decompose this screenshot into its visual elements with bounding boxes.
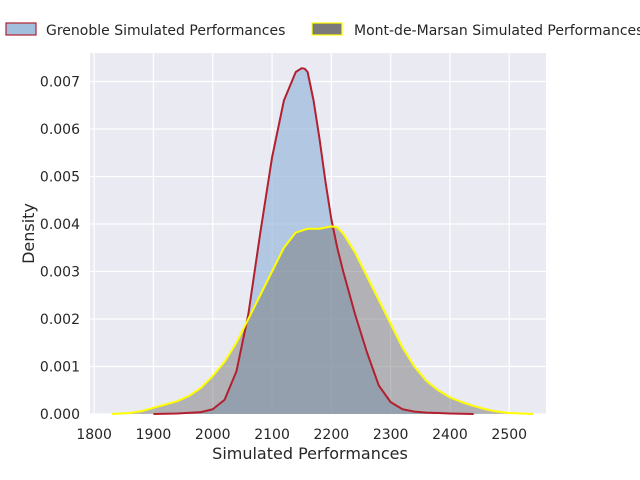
y-tick-label: 0.005 [40, 170, 80, 186]
y-axis-label: Density [19, 203, 38, 264]
y-tick-label: 0.002 [40, 312, 80, 328]
x-tick-label: 2000 [195, 427, 231, 443]
legend-swatch-2 [311, 22, 343, 36]
legend: Grenoble Simulated Performances Mont-de-M… [5, 22, 640, 39]
series-line-1 [153, 67, 474, 415]
y-tick-label: 0.000 [40, 407, 80, 423]
x-axis-ticks: 1800 1900 2000 2100 2200 2300 2400 2500 [76, 427, 527, 443]
series-area-2 [111, 226, 533, 414]
legend-swatch-1 [5, 22, 37, 36]
y-tick-label: 0.006 [40, 122, 80, 138]
y-tick-label: 0.007 [40, 75, 80, 91]
series-line-2 [111, 225, 533, 415]
x-axis-label: Simulated Performances [212, 444, 408, 463]
series-layer [111, 67, 533, 415]
y-tick-label: 0.003 [40, 265, 80, 281]
legend-label-1: Grenoble Simulated Performances [46, 23, 285, 39]
x-tick-label: 2200 [314, 427, 350, 443]
y-axis-ticks: 0.000 0.001 0.002 0.003 0.004 0.005 0.006 0.007 [40, 75, 80, 424]
y-tick-label: 0.004 [40, 217, 80, 233]
legend-label-2: Mont-de-Marsan Simulated Performances [354, 23, 640, 39]
x-tick-label: 2300 [373, 427, 409, 443]
x-tick-label: 2100 [254, 427, 290, 443]
x-tick-label: 2500 [491, 427, 527, 443]
y-tick-label: 0.001 [40, 360, 80, 376]
x-tick-label: 2400 [432, 427, 468, 443]
x-tick-label: 1800 [76, 427, 112, 443]
x-tick-label: 1900 [136, 427, 172, 443]
